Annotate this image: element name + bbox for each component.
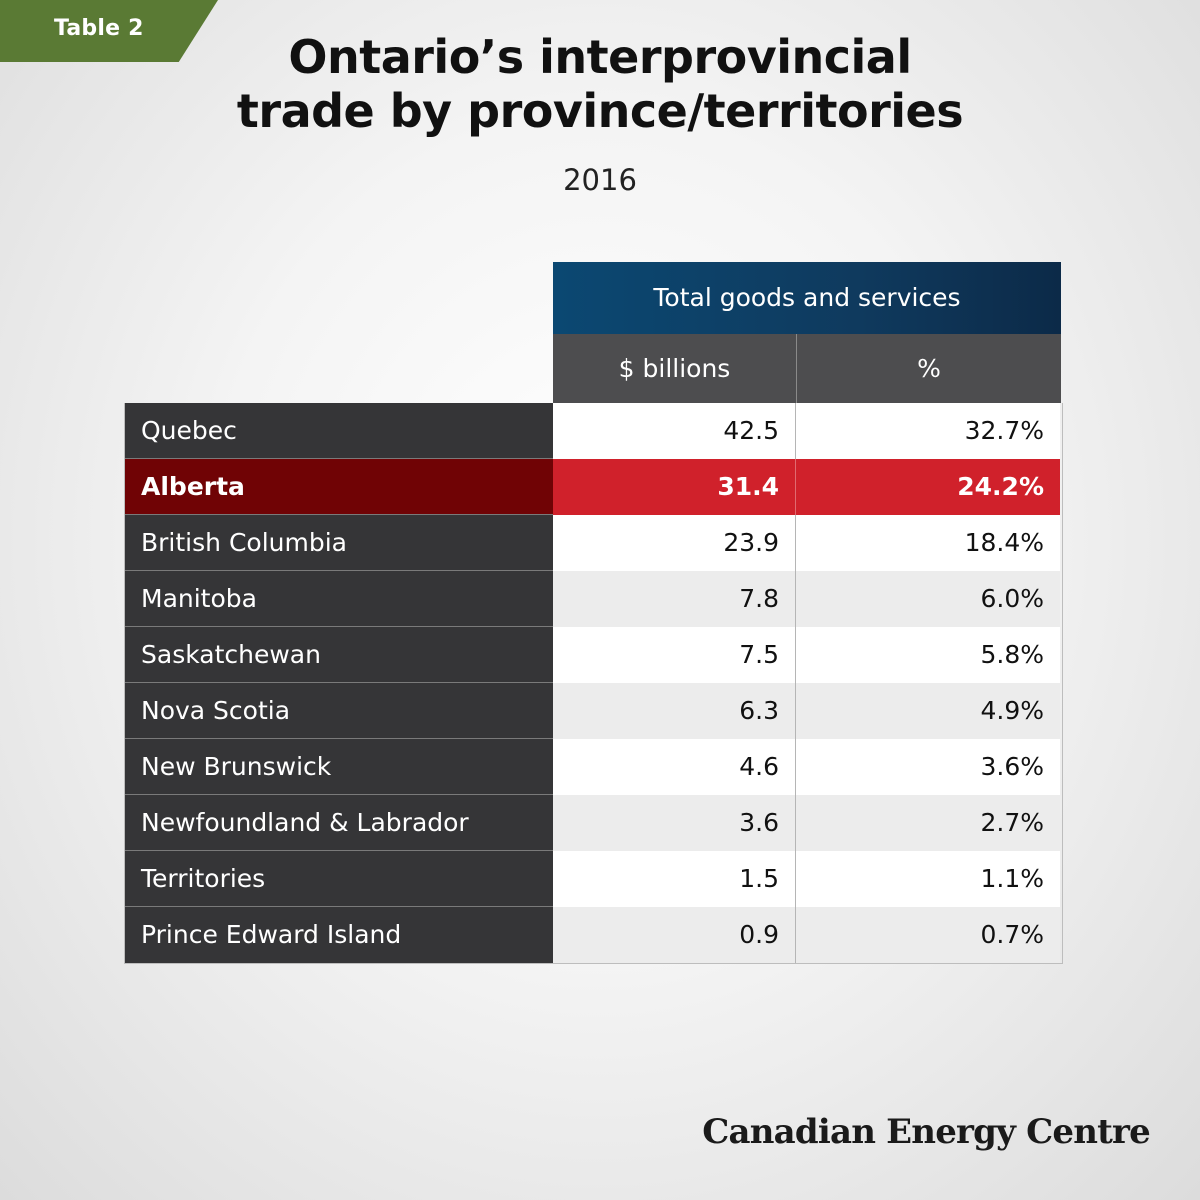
table-row: Newfoundland & Labrador 3.6 2.7% — [125, 795, 1062, 851]
cell-percent: 18.4% — [796, 515, 1060, 571]
cell-billions: 23.9 — [553, 515, 796, 571]
table-number-tag: Table 2 — [0, 0, 218, 62]
group-header-total-goods-services: Total goods and services — [553, 262, 1061, 334]
cell-billions: 42.5 — [553, 403, 796, 459]
cell-billions: 7.8 — [553, 571, 796, 627]
cell-percent: 5.8% — [796, 627, 1060, 683]
table-row: Territories 1.5 1.1% — [125, 851, 1062, 907]
column-header-percent: % — [797, 334, 1061, 403]
cell-billions: 4.6 — [553, 739, 796, 795]
table-row: Prince Edward Island 0.9 0.7% — [125, 907, 1062, 963]
trade-table-body: Quebec 42.5 32.7% Alberta 31.4 24.2% British C… — [124, 403, 1063, 964]
row-label: Manitoba — [125, 571, 553, 627]
column-header-billions: $ billions — [553, 334, 796, 403]
cell-percent: 32.7% — [796, 403, 1060, 459]
cell-billions: 0.9 — [553, 907, 796, 963]
row-label: Saskatchewan — [125, 627, 553, 683]
cell-percent: 3.6% — [796, 739, 1060, 795]
title-line-2: trade by province/territories — [236, 84, 964, 138]
cell-percent: 24.2% — [796, 459, 1060, 515]
table-row: Alberta 31.4 24.2% — [125, 459, 1062, 515]
row-label: Newfoundland & Labrador — [125, 795, 553, 851]
brand-logo-text: Canadian Energy Centre — [702, 1112, 1151, 1152]
row-label: Alberta — [125, 459, 553, 515]
table-row: Manitoba 7.8 6.0% — [125, 571, 1062, 627]
table-row: British Columbia 23.9 18.4% — [125, 515, 1062, 571]
row-label: Prince Edward Island — [125, 907, 553, 963]
cell-billions: 31.4 — [553, 459, 796, 515]
chart-title: Ontario’s interprovincial trade by provi… — [0, 30, 1200, 138]
row-label: New Brunswick — [125, 739, 553, 795]
row-label: Nova Scotia — [125, 683, 553, 739]
cell-billions: 7.5 — [553, 627, 796, 683]
table-row: Quebec 42.5 32.7% — [125, 403, 1062, 459]
table-number-label: Table 2 — [54, 16, 144, 41]
cell-percent: 1.1% — [796, 851, 1060, 907]
cell-billions: 3.6 — [553, 795, 796, 851]
chart-subtitle: 2016 — [563, 163, 637, 197]
table-row: Saskatchewan 7.5 5.8% — [125, 627, 1062, 683]
cell-percent: 0.7% — [796, 907, 1060, 963]
table-row: Nova Scotia 6.3 4.9% — [125, 683, 1062, 739]
cell-billions: 1.5 — [553, 851, 796, 907]
cell-percent: 4.9% — [796, 683, 1060, 739]
cell-billions: 6.3 — [553, 683, 796, 739]
cell-percent: 6.0% — [796, 571, 1060, 627]
title-line-1: Ontario’s interprovincial — [288, 30, 912, 84]
table-row: New Brunswick 4.6 3.6% — [125, 739, 1062, 795]
row-label: Quebec — [125, 403, 553, 459]
row-label: Territories — [125, 851, 553, 907]
column-header-divider — [796, 334, 797, 403]
row-label: British Columbia — [125, 515, 553, 571]
cell-percent: 2.7% — [796, 795, 1060, 851]
